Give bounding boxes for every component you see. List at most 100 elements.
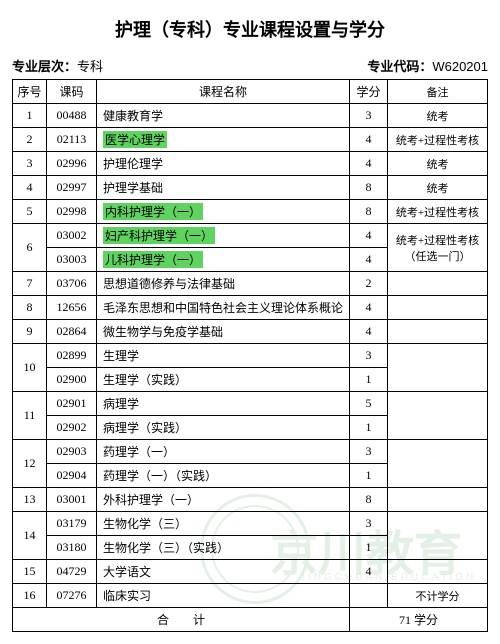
table-row: 603002妇产科护理学（一）4统考+过程性考核（任选一门） <box>13 224 488 248</box>
table-row: 1607276临床实习 不计学分 <box>13 584 488 608</box>
cell-remark: 统考+过程性考核 <box>388 128 488 152</box>
cell-code: 02903 <box>47 440 97 464</box>
cell-code: 03180 <box>47 536 97 560</box>
cell-credit: 2 <box>350 272 388 296</box>
cell-credit: 1 <box>350 368 388 392</box>
cell-code: 03706 <box>47 272 97 296</box>
cell-code: 00488 <box>47 104 97 128</box>
meta-row: 专业层次：专科 专业代码：W620201 <box>12 56 488 75</box>
cell-name: 病理学 <box>97 392 350 416</box>
cell-remark <box>388 296 488 320</box>
cell-remark <box>388 512 488 560</box>
cell-code: 07276 <box>47 584 97 608</box>
table-header-row: 序号 课码 课程名称 学分 备注 <box>13 80 488 104</box>
code-label: 专业代码： <box>367 59 432 74</box>
cell-credit: 4 <box>350 128 388 152</box>
cell-credit: 4 <box>350 248 388 272</box>
major-code: 专业代码：W620201 <box>367 56 488 75</box>
col-seq: 序号 <box>13 80 47 104</box>
cell-seq: 7 <box>13 272 47 296</box>
cell-code: 02899 <box>47 344 97 368</box>
cell-remark <box>388 344 488 392</box>
table-row: 703706思想道德修养与法律基础2 <box>13 272 488 296</box>
cell-credit: 4 <box>350 320 388 344</box>
cell-remark: 统考 <box>388 176 488 200</box>
cell-name: 外科护理学（一） <box>97 488 350 512</box>
cell-code: 02904 <box>47 464 97 488</box>
table-row: 402997护理学基础8统考 <box>13 176 488 200</box>
col-code: 课码 <box>47 80 97 104</box>
cell-remark <box>388 488 488 512</box>
cell-seq: 16 <box>13 584 47 608</box>
table-row: 1002899生理学3 <box>13 344 488 368</box>
cell-name: 妇产科护理学（一） <box>97 224 350 248</box>
cell-seq: 13 <box>13 488 47 512</box>
cell-seq: 14 <box>13 512 47 560</box>
cell-seq: 4 <box>13 176 47 200</box>
cell-name: 临床实习 <box>97 584 350 608</box>
cell-code: 02996 <box>47 152 97 176</box>
cell-remark: 统考 <box>388 152 488 176</box>
col-credit: 学分 <box>350 80 388 104</box>
cell-credit: 3 <box>350 512 388 536</box>
code-value: W620201 <box>432 59 488 74</box>
table-row: 502998内科护理学（一）8统考+过程性考核 <box>13 200 488 224</box>
cell-credit: 3 <box>350 104 388 128</box>
table-row: 100488健康教育学3统考 <box>13 104 488 128</box>
cell-credit: 8 <box>350 488 388 512</box>
cell-remark: 统考+过程性考核（任选一门） <box>388 224 488 272</box>
level: 专业层次：专科 <box>12 56 103 75</box>
cell-name: 健康教育学 <box>97 104 350 128</box>
cell-name: 护理学基础 <box>97 176 350 200</box>
cell-name: 护理伦理学 <box>97 152 350 176</box>
cell-code: 02900 <box>47 368 97 392</box>
cell-code: 02113 <box>47 128 97 152</box>
cell-name: 毛泽东思想和中国特色社会主义理论体系概论 <box>97 296 350 320</box>
cell-credit: 4 <box>350 560 388 584</box>
cell-seq: 12 <box>13 440 47 488</box>
cell-name: 生理学 <box>97 344 350 368</box>
cell-code: 03001 <box>47 488 97 512</box>
level-label: 专业层次： <box>12 59 77 74</box>
col-remark: 备注 <box>388 80 488 104</box>
total-label: 合 计 <box>13 608 350 632</box>
cell-credit: 5 <box>350 392 388 416</box>
level-value: 专科 <box>77 59 103 74</box>
cell-name: 大学语文 <box>97 560 350 584</box>
cell-seq: 9 <box>13 320 47 344</box>
cell-seq: 1 <box>13 104 47 128</box>
cell-remark <box>388 392 488 440</box>
cell-remark: 统考+过程性考核 <box>388 200 488 224</box>
cell-credit: 4 <box>350 224 388 248</box>
cell-credit: 1 <box>350 536 388 560</box>
cell-seq: 6 <box>13 224 47 272</box>
cell-credit: 3 <box>350 440 388 464</box>
cell-seq: 2 <box>13 128 47 152</box>
cell-seq: 5 <box>13 200 47 224</box>
cell-remark <box>388 272 488 296</box>
cell-credit: 4 <box>350 152 388 176</box>
cell-remark <box>388 320 488 344</box>
table-row: 1202903药理学（一）3 <box>13 440 488 464</box>
table-row: 302996护理伦理学4统考 <box>13 152 488 176</box>
cell-name: 微生物学与免疫学基础 <box>97 320 350 344</box>
table-row: 202113医学心理学4统考+过程性考核 <box>13 128 488 152</box>
cell-code: 03002 <box>47 224 97 248</box>
table-row: 1504729大学语文4 <box>13 560 488 584</box>
total-value: 71 学分 <box>350 608 488 632</box>
cell-name: 内科护理学（一） <box>97 200 350 224</box>
cell-credit: 1 <box>350 416 388 440</box>
cell-code: 03179 <box>47 512 97 536</box>
cell-name: 药理学（一） <box>97 440 350 464</box>
cell-name: 儿科护理学（一） <box>97 248 350 272</box>
cell-seq: 15 <box>13 560 47 584</box>
cell-code: 02998 <box>47 200 97 224</box>
cell-code: 04729 <box>47 560 97 584</box>
cell-remark: 不计学分 <box>388 584 488 608</box>
cell-seq: 3 <box>13 152 47 176</box>
table-row: 1403179生物化学（三）3 <box>13 512 488 536</box>
table-row: 812656毛泽东思想和中国特色社会主义理论体系概论4 <box>13 296 488 320</box>
cell-credit: 4 <box>350 296 388 320</box>
cell-remark <box>388 560 488 584</box>
cell-name: 生物化学（三）（实践） <box>97 536 350 560</box>
